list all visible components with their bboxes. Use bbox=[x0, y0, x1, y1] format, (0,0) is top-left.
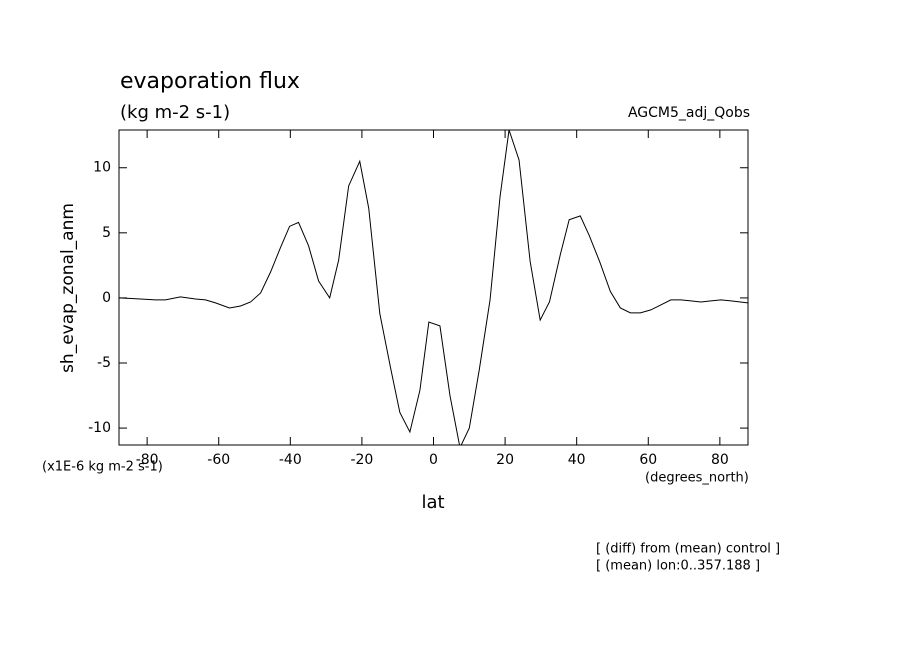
x-tick-label: 60 bbox=[639, 452, 657, 468]
note: [ (mean) lon:0..357.188 ] bbox=[596, 559, 760, 574]
note: [ (diff) from (mean) control ] bbox=[596, 542, 780, 557]
x-tick-label: -80 bbox=[136, 452, 159, 468]
x-units: (degrees_north) bbox=[645, 471, 749, 486]
x-tick-label: 0 bbox=[429, 452, 438, 468]
x-tick-label: -40 bbox=[279, 452, 302, 468]
y-tick-label: 0 bbox=[102, 290, 111, 306]
y-tick-label: -10 bbox=[88, 420, 111, 436]
run-label: AGCM5_adj_Qobs bbox=[628, 105, 750, 121]
x-tick-label: 20 bbox=[496, 452, 514, 468]
x-tick-label: 40 bbox=[568, 452, 586, 468]
chart-title: evaporation flux bbox=[120, 69, 300, 94]
subtitle: (kg m-2 s-1) bbox=[120, 102, 230, 123]
data-line bbox=[119, 130, 748, 445]
x-tick-label: -60 bbox=[207, 452, 230, 468]
y-axis-label: sh_evap_zonal_anm bbox=[58, 203, 78, 373]
y-tick-label: 10 bbox=[93, 160, 111, 176]
x-tick-label: -20 bbox=[350, 452, 373, 468]
y-tick-label: -5 bbox=[97, 355, 111, 371]
x-axis-label: lat bbox=[421, 492, 444, 513]
x-tick-label: 80 bbox=[711, 452, 729, 468]
y-tick-label: 5 bbox=[102, 225, 111, 241]
y-units: (x1E-6 kg m-2 s-1) bbox=[42, 460, 163, 475]
plot-frame bbox=[118, 129, 749, 446]
